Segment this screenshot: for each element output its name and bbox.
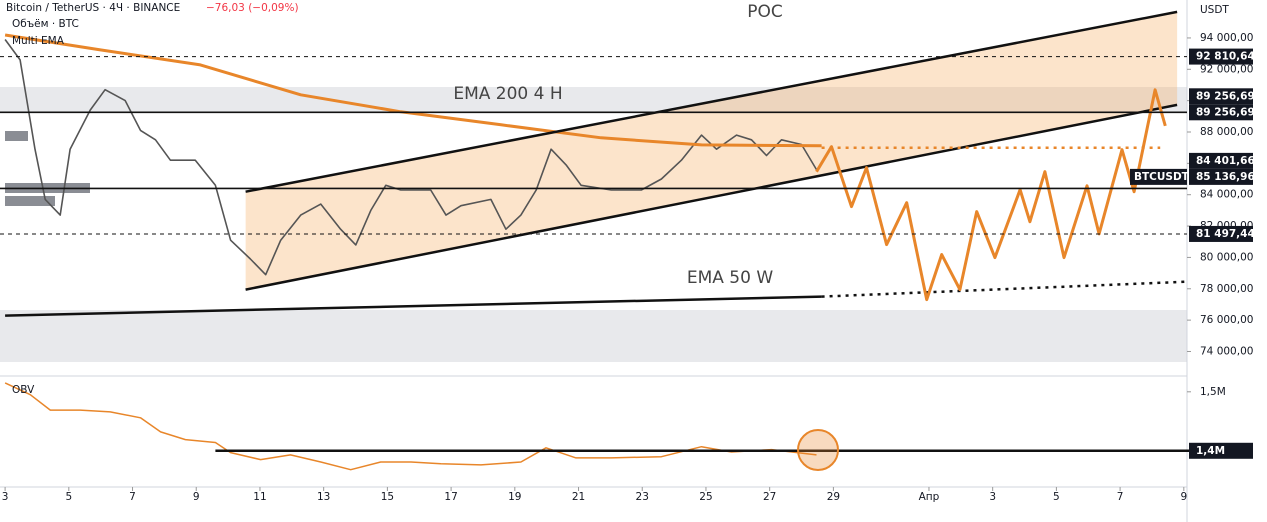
change: −76,03 (−0,09%) [206,2,299,14]
series-line [821,280,1190,298]
price-tag-box [1130,168,1187,185]
symbol: Bitcoin / TetherUS · 4Ч · BINANCE [6,2,180,14]
x-tick-label: 7 [129,491,136,503]
obv-title: OBV [12,384,35,396]
y-tick-label: 92 000,00 [1200,63,1253,75]
x-tick-label: 27 [763,491,776,503]
y-tick-label: 84 000,00 [1200,189,1253,201]
indicator-label: Multi EMA [12,35,65,47]
x-tick-label: 21 [572,491,585,503]
series-line [4,382,817,471]
price-label-box [1189,152,1253,169]
price-tag: BTCUSDT [1134,171,1190,183]
volume-label: Объём · BTC [12,18,79,30]
x-tick-label: 3 [989,491,996,503]
x-tick-label: 25 [699,491,712,503]
y-tick-label: 1,5M [1200,386,1226,398]
series-line [245,10,1178,193]
x-tick-label: 7 [1117,491,1124,503]
volume-profile [5,196,55,206]
x-tick-label: Апр [919,491,940,503]
x-tick-label: 29 [827,491,840,503]
price-label-box [1189,48,1253,65]
volume-profile [5,131,28,141]
ema200-label: EMA 200 4 H [453,84,562,104]
price-label: 81 497,44 [1196,228,1255,240]
price-label: 89 256,69 [1196,106,1255,118]
price-label-box [1189,88,1253,105]
volume-zone [0,310,1187,362]
ema50-label: EMA 50 W [687,268,773,288]
y-tick-label: 88 000,00 [1200,126,1253,138]
x-tick-label: 19 [508,491,521,503]
poc-label: POC [747,2,783,22]
price-label-box [1189,168,1253,185]
x-tick-label: 5 [65,491,72,503]
currency: USDT [1200,4,1229,16]
channel-fill [245,11,1178,290]
x-tick-label: 5 [1053,491,1060,503]
y-tick-label: 94 000,00 [1200,32,1253,44]
x-tick-label: 9 [193,491,200,503]
price-label-box [1189,225,1253,242]
price-label-box [1189,104,1253,121]
x-tick-label: 13 [317,491,330,503]
poc-zone [0,87,1187,112]
y-tick-label: 76 000,00 [1200,314,1253,326]
y-tick-label: 80 000,00 [1200,251,1253,263]
x-tick-label: 15 [381,491,394,503]
x-tick-label: 3 [2,491,9,503]
series-line [4,39,818,276]
price-label: 84 401,66 [1196,155,1255,167]
plot [0,10,1190,471]
price-label: 85 136,96 [1196,171,1255,183]
series-line [245,103,1178,291]
series-line [5,295,822,317]
series-line [815,88,1167,302]
price-label-box [1189,442,1253,459]
x-tick-label: 23 [636,491,649,503]
x-tick-label: 11 [253,491,266,503]
price-label: 89 256,69 [1196,90,1255,102]
x-tick-label: 17 [444,491,457,503]
y-tick-label: 74 000,00 [1200,345,1253,357]
x-tick-label: 9 [1180,491,1187,503]
y-tick-label: 78 000,00 [1200,283,1253,295]
highlight-circle [797,429,839,471]
price-label: 92 810,64 [1196,51,1255,63]
price-label: 1,4M [1196,445,1225,457]
